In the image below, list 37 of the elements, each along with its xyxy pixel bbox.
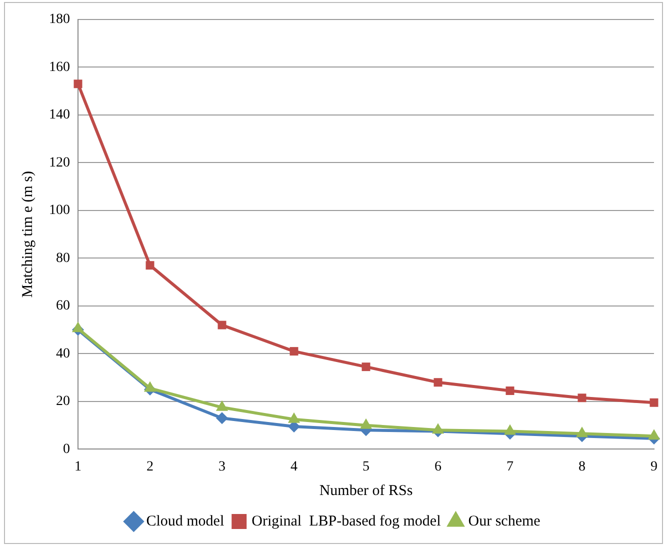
legend-label: Cloud model: [146, 513, 224, 530]
legend-label: Original LBP-based fog model: [252, 513, 441, 530]
y-tick-label: 180: [49, 12, 70, 28]
point: [216, 412, 228, 424]
x-tick-label: 2: [146, 459, 154, 474]
x-tick-label: 3: [218, 459, 226, 474]
y-tick-label: 80: [56, 250, 70, 266]
point: [146, 261, 154, 270]
y-tick-label: 160: [49, 60, 70, 75]
point: [576, 426, 588, 438]
y-tick-label: 40: [56, 346, 70, 362]
point: [650, 398, 658, 407]
y-axis-title: Matching tim e (m s): [20, 170, 36, 298]
point: [290, 347, 298, 356]
legend-label: Our scheme: [468, 513, 541, 530]
x-tick-label: 4: [290, 459, 298, 474]
point: [362, 362, 370, 372]
x-tick-label: 8: [578, 459, 586, 474]
point: [648, 429, 660, 440]
x-tick-label: 5: [362, 459, 370, 474]
point: [434, 378, 442, 387]
y-tick-label: 0: [63, 442, 70, 457]
y-tick-label: 20: [56, 394, 70, 410]
x-tick-label: 7: [506, 459, 514, 474]
y-tick-label: 120: [49, 155, 70, 170]
x-tick-label: 1: [74, 459, 82, 474]
y-tick-label: 60: [56, 298, 70, 314]
x-tick-label: 6: [434, 459, 442, 474]
x-tick-label: 9: [650, 459, 658, 474]
y-tick-label: 100: [49, 203, 70, 218]
x-axis-title: Number of RSs: [319, 482, 413, 499]
point: [578, 394, 586, 402]
point: [432, 423, 444, 434]
point: [506, 386, 514, 395]
point: [74, 80, 82, 88]
y-tick-label: 140: [49, 108, 70, 123]
point: [218, 320, 226, 330]
